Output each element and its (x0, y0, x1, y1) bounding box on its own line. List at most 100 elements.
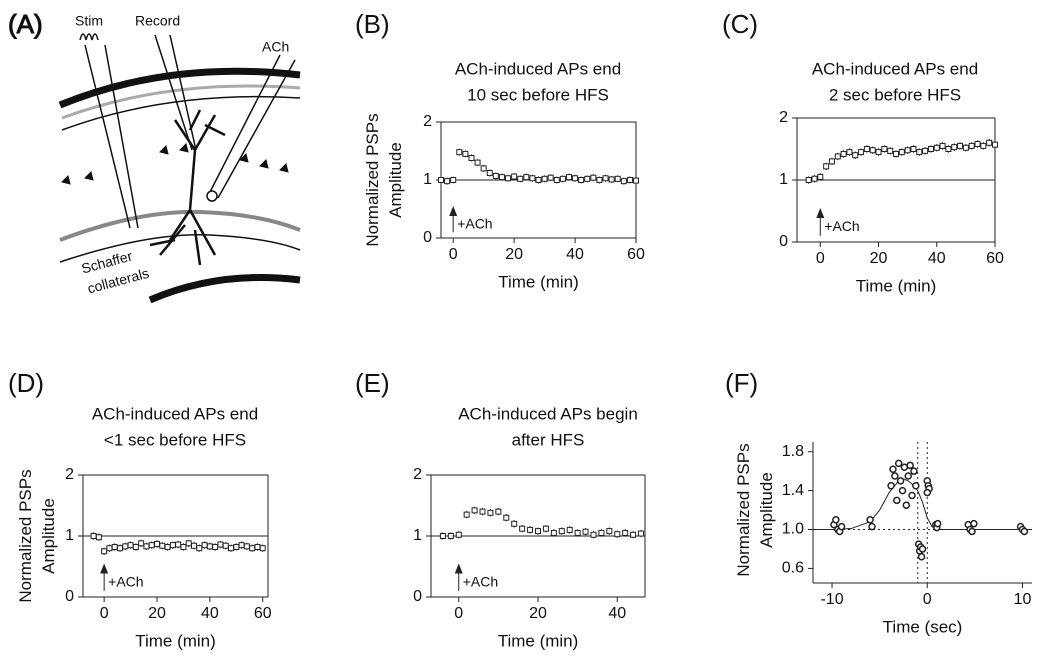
y-axis-label: Amplitude (39, 498, 58, 574)
data-point (222, 542, 229, 549)
data-point (922, 147, 929, 154)
data-point (547, 174, 554, 181)
x-tick-label: 60 (986, 250, 1004, 267)
data-point (511, 520, 518, 527)
y-tick-label: 1.8 (782, 443, 804, 460)
data-point (881, 146, 888, 152)
data-point (927, 146, 934, 152)
data-point (535, 528, 541, 535)
data-point (852, 152, 859, 159)
data-point (951, 144, 958, 151)
y-tick-label: 0 (65, 588, 74, 605)
data-point (550, 529, 557, 536)
data-point (608, 176, 615, 183)
data-point (582, 528, 589, 535)
data-point (228, 545, 234, 552)
layer (58, 67, 301, 109)
data-point (898, 486, 907, 495)
data-point (923, 488, 932, 497)
chart-title: <1 sec before HFS (104, 430, 246, 449)
data-point (122, 543, 129, 550)
data-point (175, 541, 182, 548)
layer (148, 274, 301, 304)
data-point (916, 149, 923, 156)
data-point (498, 174, 505, 181)
label: Stim (75, 13, 103, 29)
data-point (511, 173, 518, 180)
data-point (191, 542, 197, 549)
panel-label: (B) (355, 9, 390, 39)
y-tick-label: 0.6 (782, 560, 804, 577)
y-tick-label: 2 (779, 109, 788, 126)
data-point (111, 543, 118, 550)
data-point (106, 545, 113, 552)
data-point (834, 153, 841, 160)
data-point (527, 526, 534, 533)
data-point (898, 149, 905, 156)
data-point (450, 177, 457, 183)
data-point (117, 545, 123, 552)
chart-title: ACh-induced APs end (92, 404, 258, 423)
chart-title: ACh-induced APs end (812, 59, 978, 78)
data-point (933, 519, 942, 528)
layer (61, 84, 301, 120)
x-axis-label: Time (sec) (883, 617, 963, 636)
data-point (596, 177, 603, 183)
data-point (917, 552, 926, 561)
data-point (480, 165, 487, 172)
y-tick-label: 2 (65, 466, 74, 483)
y-axis-label: Normalized PSPs (363, 113, 382, 246)
data-point (828, 158, 835, 165)
data-point (910, 467, 918, 475)
data-point (254, 543, 261, 550)
data-point (127, 542, 134, 549)
data-point (505, 175, 512, 182)
y-tick-label: 1.0 (782, 521, 804, 538)
panel-label: (C) (722, 9, 758, 39)
data-point (904, 147, 911, 154)
data-point (912, 482, 920, 490)
chart-title: ACh-induced APs end (455, 59, 621, 78)
data-point (487, 509, 494, 516)
data-point (565, 174, 572, 181)
data-point (590, 531, 597, 538)
data-point (517, 175, 524, 182)
data-point (447, 533, 454, 539)
data-point (918, 545, 927, 553)
y-tick-label: 1.4 (782, 482, 804, 499)
chart-title: 2 sec before HFS (829, 85, 961, 104)
data-point (970, 519, 978, 528)
y-tick-label: 0 (779, 233, 788, 250)
data-point (598, 529, 605, 536)
data-point (101, 548, 108, 555)
annotation-arrowhead (454, 563, 463, 574)
x-tick-label: -10 (820, 591, 843, 608)
data-point (823, 163, 830, 170)
data-point (889, 465, 897, 473)
data-point (630, 531, 637, 538)
x-tick-label: 40 (201, 605, 219, 622)
data-point (164, 543, 171, 550)
data-point (974, 141, 981, 148)
data-point (159, 542, 166, 549)
data-point (169, 542, 176, 549)
data-point (908, 491, 916, 500)
data-point (243, 543, 250, 550)
x-tick-label: 10 (1014, 591, 1032, 608)
annotation: +ACh (824, 218, 859, 234)
data-point (238, 542, 245, 549)
x-tick-label: 20 (505, 246, 523, 263)
data-point (519, 525, 526, 532)
annotation: +ACh (108, 573, 143, 589)
data-point (638, 530, 645, 537)
data-point (474, 159, 481, 166)
data-point (249, 545, 256, 552)
y-axis-label: Amplitude (757, 472, 776, 548)
data-point (584, 175, 591, 182)
data-point (572, 175, 579, 182)
data-point (962, 144, 969, 151)
x-tick-label: 40 (608, 605, 626, 622)
x-axis-label: Time (min) (135, 631, 216, 650)
data-point (945, 146, 952, 152)
